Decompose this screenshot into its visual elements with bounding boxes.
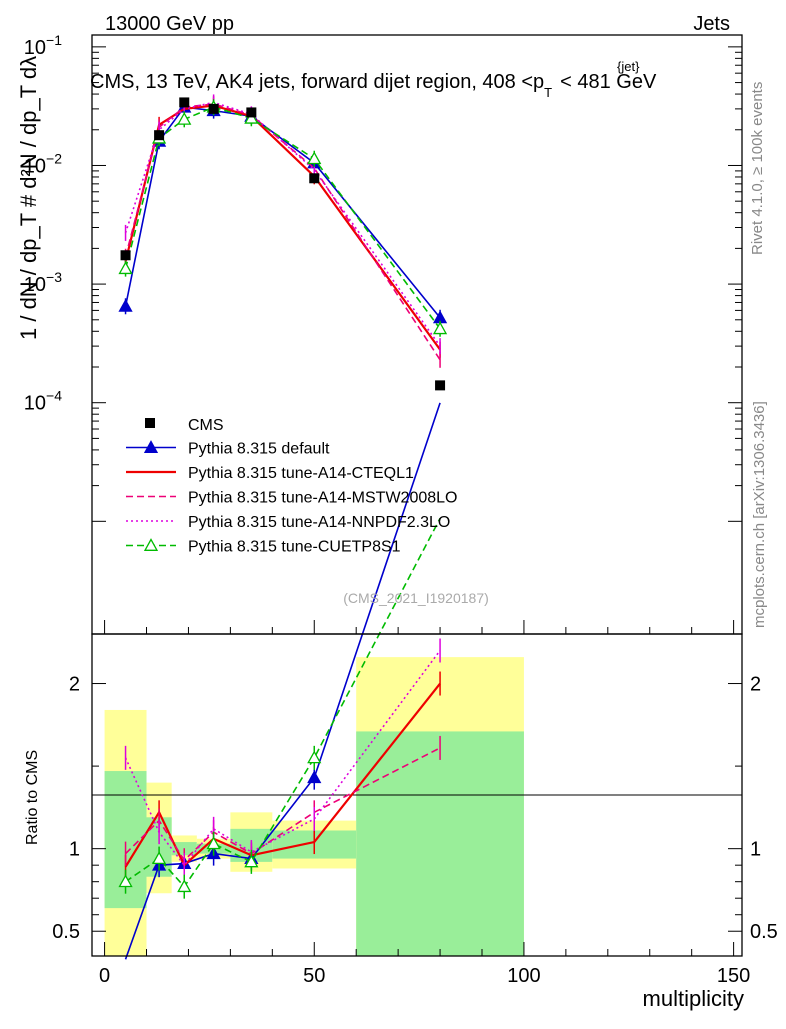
ratio-marker-4 xyxy=(177,879,192,893)
plot-title-main: CMS, 13 TeV, AK4 jets, forward dijet reg… xyxy=(90,71,544,93)
cms-point-4 xyxy=(246,107,257,118)
ratio-marker-4 xyxy=(206,836,221,850)
series-marker-0 xyxy=(118,298,133,312)
ratio-series xyxy=(118,402,441,960)
plot-title-end: < 481 GeV xyxy=(560,71,657,93)
header-left: 13000 GeV pp xyxy=(105,13,234,35)
x-tick-label-2: 100 xyxy=(507,965,540,987)
legend-label-4: Pythia 8.315 tune-CUETP8S1 xyxy=(188,539,401,556)
ratio-marker-4 xyxy=(118,874,133,888)
cms-point-1 xyxy=(154,130,165,141)
x-tick-label-3: 150 xyxy=(717,965,750,987)
cms-point-3 xyxy=(208,103,219,114)
legend-label-1: Pythia 8.315 tune-A14-CTEQL1 xyxy=(188,465,414,482)
ratio-marker-4 xyxy=(244,854,259,868)
series-marker-4 xyxy=(432,321,448,335)
top-series xyxy=(118,94,448,368)
plot-title-sub: T xyxy=(544,85,552,100)
side-label-mcplots: mcplots.cern.ch [arXiv:1306.3436] xyxy=(751,401,768,628)
legend-label-0: Pythia 8.315 default xyxy=(188,441,330,458)
x-tick-label-1: 50 xyxy=(303,965,325,987)
ratio-marker-4 xyxy=(307,750,322,764)
legend-label-3: Pythia 8.315 tune-A14-NNPDF2.3LO xyxy=(188,514,450,531)
plot-title-sup: {jet} xyxy=(617,59,640,74)
cms-point-2 xyxy=(179,97,190,108)
cms-points xyxy=(120,97,446,391)
legend: CMS Pythia 8.315 default Pythia 8.315 tune… xyxy=(126,417,457,556)
legend-label-2: Pythia 8.315 tune-A14-MSTW2008LO xyxy=(188,490,457,507)
analysis-watermark: (CMS_2021_I1920187) xyxy=(343,590,489,606)
legend-marker-4 xyxy=(143,538,159,551)
plot-title: CMS, 13 TeV, AK4 jets, forward dijet reg… xyxy=(90,71,657,100)
legend-marker-0 xyxy=(143,440,159,453)
y-axis-label-top: 1 / dN / dp_T # d²N / dp_T dλ xyxy=(16,56,41,340)
cms-point-5 xyxy=(309,173,320,184)
series-marker-4 xyxy=(307,151,322,165)
series-line-2 xyxy=(124,103,441,361)
x-axis-label: multiplicity xyxy=(643,986,744,1011)
side-label-rivet: Rivet 4.1.0, ≥ 100k events xyxy=(749,82,766,255)
legend-cms-label: CMS xyxy=(188,417,224,434)
cms-point-6 xyxy=(435,380,446,391)
legend-cms-marker xyxy=(145,418,155,428)
series-marker-4 xyxy=(118,261,133,275)
band-green-6 xyxy=(356,731,524,956)
cms-point-0 xyxy=(120,250,131,261)
x-tick-label-0: 0 xyxy=(99,965,110,987)
series-marker-4 xyxy=(244,110,259,124)
y-ratio-tick-label-right-0: 2 xyxy=(750,674,761,696)
y-axis-label-ratio: Ratio to CMS xyxy=(24,750,41,845)
ratio-frame xyxy=(91,633,743,957)
y-top-tick-label-3: 10−4 xyxy=(24,388,62,415)
ratio-marker-4 xyxy=(151,851,167,865)
header-right: Jets xyxy=(693,13,730,35)
ratio-marker-0 xyxy=(307,770,322,784)
series-marker-4 xyxy=(177,111,192,125)
y-ratio-tick-label-0: 2 xyxy=(69,674,80,696)
y-top-tick-label-0: 10−1 xyxy=(24,32,62,59)
y-ratio-tick-label-right-2: 0.5 xyxy=(750,921,778,943)
y-ratio-tick-label-right-1: 1 xyxy=(750,839,761,861)
y-ratio-tick-label-1: 1 xyxy=(69,839,80,861)
y-ratio-tick-label-2: 0.5 xyxy=(52,921,80,943)
